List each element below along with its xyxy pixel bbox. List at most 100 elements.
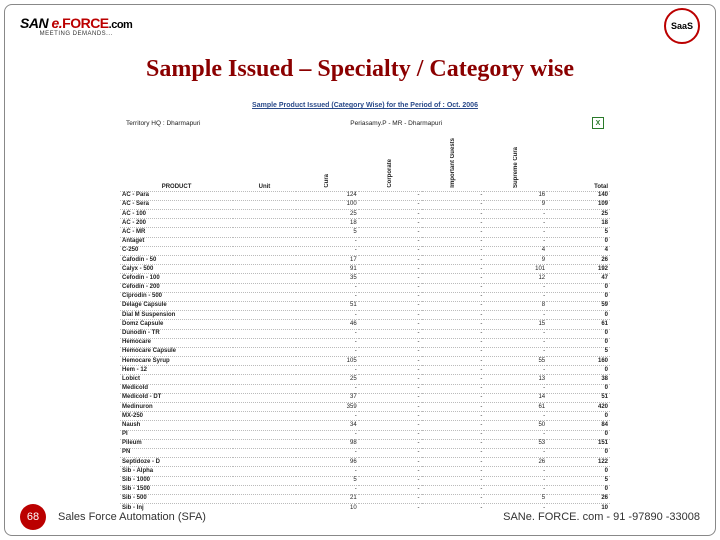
cell-value: 17	[296, 256, 359, 265]
saas-badge: SaaS	[664, 8, 700, 44]
cell-value: -	[296, 347, 359, 356]
table-row: Hemocare----0	[120, 338, 610, 347]
excel-export-icon[interactable]: X	[592, 117, 604, 129]
table-row: Hemocare Capsule----5	[120, 347, 610, 356]
cell-product: Medicold	[120, 384, 233, 393]
cell-value: 34	[296, 421, 359, 430]
cell-product: Hemocare	[120, 338, 233, 347]
footer-right-text: SANe. FORCE. com - 91 -97890 -33008	[503, 511, 700, 523]
cell-value: -	[359, 384, 422, 393]
cell-value: -	[359, 439, 422, 448]
cell-value: 8	[484, 301, 547, 310]
cell-value: -	[296, 448, 359, 457]
cell-value: -	[422, 393, 485, 402]
cell-product: Naush	[120, 421, 233, 430]
cell-value: 0	[547, 329, 610, 338]
cell-value: 4	[547, 246, 610, 255]
cell-value: -	[484, 228, 547, 237]
cell-unit	[233, 191, 296, 200]
cell-value: 55	[484, 357, 547, 366]
territory-hq-label: Territory HQ : Dharmapuri	[126, 120, 200, 127]
cell-value: 51	[547, 393, 610, 402]
cell-product: Sib - 1500	[120, 485, 233, 494]
cell-value: 0	[547, 467, 610, 476]
cell-value: -	[422, 200, 485, 209]
cell-unit	[233, 320, 296, 329]
cell-value: 5	[547, 347, 610, 356]
cell-value: 100	[296, 200, 359, 209]
cell-unit	[233, 210, 296, 219]
cell-value: -	[359, 412, 422, 421]
cell-product: Hem - 12	[120, 366, 233, 375]
cell-value: -	[484, 412, 547, 421]
cell-unit	[233, 301, 296, 310]
cell-value: 25	[296, 375, 359, 384]
cell-value: 420	[547, 403, 610, 412]
table-row: Medinuron359--61420	[120, 403, 610, 412]
cell-value: 14	[484, 393, 547, 402]
table-row: Lobict25--1338	[120, 375, 610, 384]
cell-value: -	[484, 329, 547, 338]
cell-unit	[233, 311, 296, 320]
table-row: Sib - 1500----0	[120, 485, 610, 494]
cell-value: 109	[547, 200, 610, 209]
cell-value: 0	[547, 430, 610, 439]
cell-value: -	[422, 274, 485, 283]
cell-value: 0	[547, 448, 610, 457]
cell-value: -	[359, 237, 422, 246]
cell-value: -	[422, 357, 485, 366]
cell-value: -	[422, 210, 485, 219]
cell-value: -	[422, 347, 485, 356]
cell-unit	[233, 228, 296, 237]
cell-value: -	[359, 311, 422, 320]
cell-value: -	[296, 412, 359, 421]
cell-unit	[233, 375, 296, 384]
cell-product: Pileum	[120, 439, 233, 448]
cell-value: 26	[484, 458, 547, 467]
cell-value: 5	[296, 476, 359, 485]
cell-value: -	[296, 366, 359, 375]
cell-unit	[233, 292, 296, 301]
cell-product: Cefodin - 100	[120, 274, 233, 283]
table-row: AC - MR5---5	[120, 228, 610, 237]
cell-value: 140	[547, 191, 610, 200]
cell-value: 124	[296, 191, 359, 200]
cell-product: Cefodin - 200	[120, 283, 233, 292]
cell-product: Hemocare Capsule	[120, 347, 233, 356]
table-row: Pileum98--53151	[120, 439, 610, 448]
table-row: Hem - 12----0	[120, 366, 610, 375]
cell-value: -	[296, 384, 359, 393]
cell-unit	[233, 421, 296, 430]
cell-value: -	[422, 191, 485, 200]
col-supreme-cura: Supreme Cura	[484, 137, 547, 191]
cell-value: -	[422, 375, 485, 384]
cell-value: -	[422, 439, 485, 448]
cell-value: -	[484, 384, 547, 393]
cell-product: Lobict	[120, 375, 233, 384]
cell-value: -	[296, 485, 359, 494]
cell-unit	[233, 403, 296, 412]
cell-value: -	[484, 237, 547, 246]
cell-product: MX-250	[120, 412, 233, 421]
cell-value: 91	[296, 265, 359, 274]
cell-value: -	[359, 448, 422, 457]
report-panel: Sample Product Issued (Category Wise) fo…	[120, 100, 610, 512]
cell-value: 13	[484, 375, 547, 384]
cell-value: 122	[547, 458, 610, 467]
cell-unit	[233, 366, 296, 375]
cell-value: 98	[296, 439, 359, 448]
cell-value: -	[422, 476, 485, 485]
cell-value: -	[359, 476, 422, 485]
cell-value: 0	[547, 311, 610, 320]
table-row: Cafodin - 5017--926	[120, 256, 610, 265]
table-row: Hemocare Syrup105--55160	[120, 357, 610, 366]
cell-value: 160	[547, 357, 610, 366]
col-cura: Cura	[296, 137, 359, 191]
cell-value: -	[422, 219, 485, 228]
cell-value: -	[359, 191, 422, 200]
cell-value: -	[484, 485, 547, 494]
cell-value: -	[359, 458, 422, 467]
cell-unit	[233, 357, 296, 366]
cell-value: -	[422, 320, 485, 329]
cell-value: 359	[296, 403, 359, 412]
